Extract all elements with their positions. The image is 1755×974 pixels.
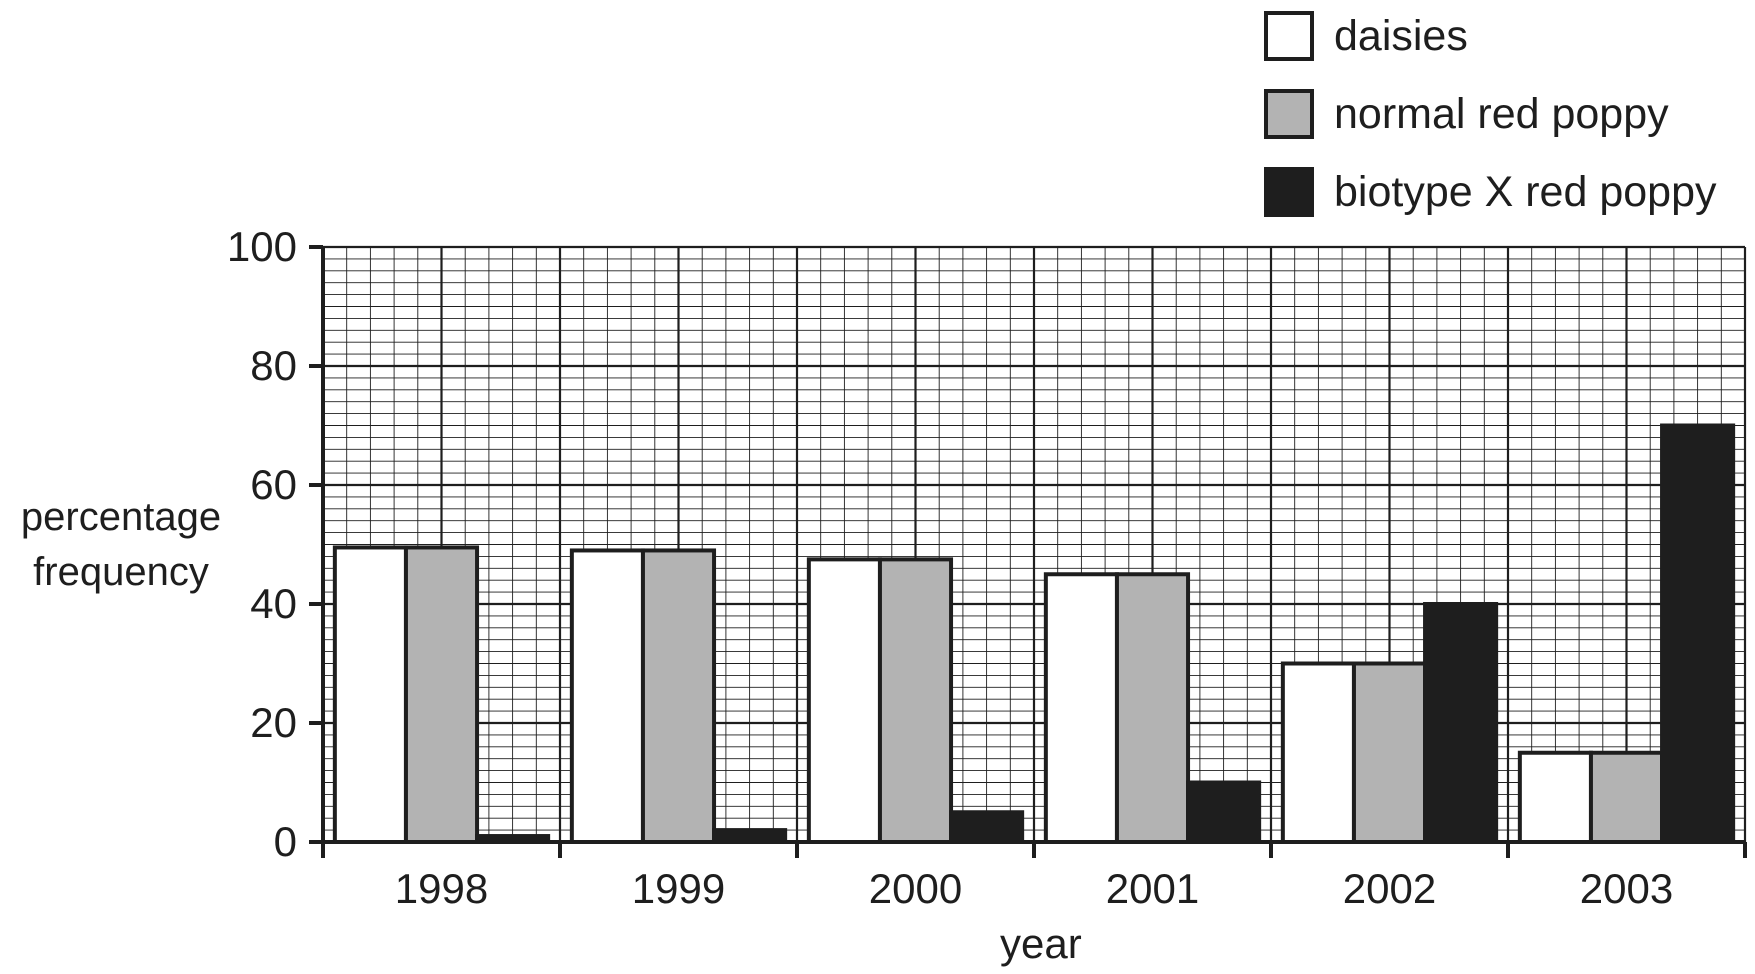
x-tick-label: 1998 <box>394 865 489 912</box>
bar-normal-red-poppy-2001 <box>1114 572 1191 844</box>
x-tick-label: 2003 <box>1579 865 1674 912</box>
y-tick-label: 20 <box>250 699 297 746</box>
bar-normal-red-poppy-1999 <box>640 548 717 844</box>
bar-biotype-x-red-poppy-2003 <box>1660 423 1736 844</box>
x-tick-label: 2000 <box>868 865 963 912</box>
bar-daisies-2002 <box>1280 661 1356 844</box>
y-tick-label: 100 <box>226 223 297 270</box>
bar-normal-red-poppy-1998 <box>403 545 480 844</box>
bar-daisies-2003 <box>1517 750 1593 844</box>
legend-swatch-normal-red-poppy <box>1264 89 1314 139</box>
bar-biotype-x-red-poppy-2000 <box>949 810 1025 844</box>
x-axis-label: year <box>1000 920 1082 967</box>
y-axis-label: percentage frequency <box>20 495 222 594</box>
legend-label-biotype-x-red-poppy: biotype X red poppy <box>1334 168 1717 216</box>
x-tick-label: 2002 <box>1342 865 1437 912</box>
bar-biotype-x-red-poppy-2002 <box>1423 602 1499 844</box>
legend-swatch-biotype-x-red-poppy <box>1264 167 1314 217</box>
bar-daisies-2000 <box>806 557 882 844</box>
y-tick-label: 80 <box>250 342 297 389</box>
legend-label-normal-red-poppy: normal red poppy <box>1334 90 1669 138</box>
y-tick-label: 60 <box>250 461 297 508</box>
x-tick-label: 2001 <box>1105 865 1200 912</box>
bar-normal-red-poppy-2002 <box>1351 661 1428 844</box>
bar-daisies-1998 <box>332 545 408 844</box>
y-tick-label: 0 <box>273 818 297 865</box>
bar-normal-red-poppy-2000 <box>877 557 954 844</box>
legend-swatch-daisies <box>1264 11 1314 61</box>
bar-daisies-2001 <box>1043 572 1119 844</box>
bar-normal-red-poppy-2003 <box>1588 750 1665 844</box>
bar-biotype-x-red-poppy-2001 <box>1186 780 1262 844</box>
x-tick-label: 1999 <box>631 865 726 912</box>
y-tick-label: 40 <box>250 580 297 627</box>
bar-daisies-1999 <box>569 548 645 844</box>
legend-label-daisies: daisies <box>1334 12 1468 60</box>
